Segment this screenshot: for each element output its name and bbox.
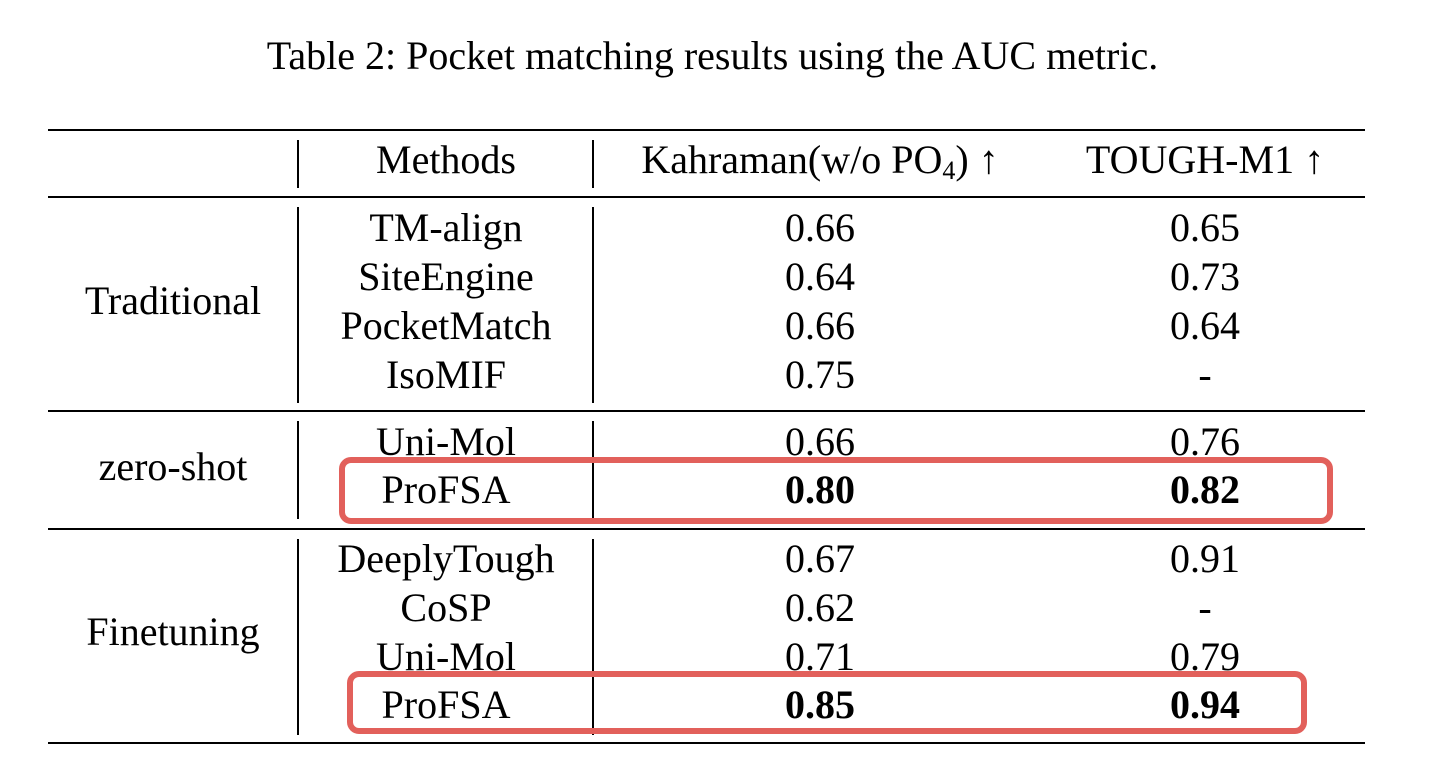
- kahraman-value: 0.66: [785, 303, 855, 348]
- method-cell: IsoMIF: [385, 352, 507, 397]
- group2-vrule-2: [592, 421, 594, 519]
- header-methods: Methods: [376, 137, 516, 182]
- group-rule-1: [48, 410, 1365, 412]
- kahraman-value-best: 0.80: [785, 467, 855, 512]
- group-label-finetuning: Finetuning: [86, 609, 260, 654]
- kahraman-value: 0.64: [785, 254, 855, 299]
- method-cell: PocketMatch: [340, 303, 552, 348]
- bottom-rule: [48, 742, 1365, 744]
- highlight-box-zero-shot: [339, 457, 1333, 524]
- kahraman-value: 0.62: [785, 585, 855, 630]
- kahraman-value: 0.67: [785, 536, 855, 581]
- tough-value: -: [1198, 352, 1212, 397]
- kahraman-value: 0.66: [785, 205, 855, 250]
- header-kahraman: Kahraman(w/o PO4) ↑: [641, 137, 999, 185]
- header-tough-m1: TOUGH-M1 ↑: [1085, 137, 1325, 182]
- header-rule: [48, 196, 1365, 198]
- group-label-traditional: Traditional: [84, 278, 262, 323]
- method-cell: ProFSA: [381, 682, 511, 727]
- group2-vrule-1: [297, 421, 299, 519]
- kahraman-value-best: 0.85: [785, 682, 855, 727]
- group3-vrule-2: [592, 539, 594, 735]
- table-caption: Table 2: Pocket matching results using t…: [266, 33, 1159, 78]
- top-rule: [48, 129, 1365, 131]
- header-vrule-1: [297, 140, 299, 188]
- method-cell: Uni-Mol: [376, 419, 516, 464]
- method-cell: SiteEngine: [358, 254, 534, 299]
- tough-value: 0.64: [1170, 303, 1240, 348]
- group1-vrule-2: [592, 207, 594, 403]
- group1-vrule-1: [297, 207, 299, 403]
- group-label-zero-shot: zero-shot: [98, 444, 248, 489]
- group3-vrule-1: [297, 539, 299, 735]
- kahraman-value: 0.66: [785, 419, 855, 464]
- method-cell: ProFSA: [381, 467, 511, 512]
- tough-value: -: [1198, 585, 1212, 630]
- tough-value: 0.65: [1170, 205, 1240, 250]
- header-vrule-2: [592, 140, 594, 188]
- kahraman-value: 0.75: [785, 352, 855, 397]
- tough-value: 0.76: [1170, 419, 1240, 464]
- group-rule-2: [48, 528, 1365, 530]
- tough-value: 0.73: [1170, 254, 1240, 299]
- method-cell: DeeplyTough: [337, 536, 555, 581]
- highlight-box-finetuning: [347, 671, 1307, 734]
- tough-value-best: 0.94: [1170, 682, 1240, 727]
- tough-value-best: 0.82: [1170, 467, 1240, 512]
- tough-value: 0.91: [1170, 536, 1240, 581]
- method-cell: CoSP: [400, 585, 492, 630]
- method-cell: TM-align: [369, 205, 523, 250]
